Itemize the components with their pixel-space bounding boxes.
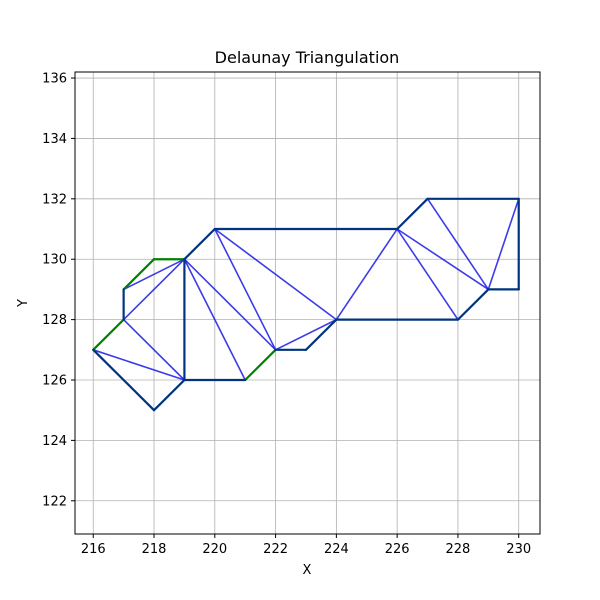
x-tick-label: 228 [446,542,471,557]
y-tick-label: 136 [42,72,67,87]
interior-edges-segment [183,258,246,381]
x-tick-label: 218 [142,542,167,557]
interior-edges-segment [183,258,277,351]
interior-edges-segment [214,228,338,321]
boundary-segment [92,348,156,412]
y-tick-label: 132 [42,192,67,207]
interior-edges-segment [396,228,490,291]
x-tick-label: 216 [81,542,106,557]
y-tick-label: 122 [42,494,67,509]
interior-edges-segment [426,198,490,291]
boundary-segment [152,378,186,412]
interior-edges-segment [122,258,186,321]
x-tick-label: 220 [202,542,227,557]
x-tick-label: 222 [263,542,288,557]
x-tick-label: 230 [506,542,531,557]
interior-edges-segment [122,258,186,291]
x-axis-label: X [303,563,312,578]
y-tick-label: 126 [42,374,67,389]
y-tick-label: 134 [42,132,67,147]
green-edges-segment [122,258,156,291]
axis-ticks: 216 218 220 222 224 226 228 230 122 124 126 128 130 1… [42,72,531,557]
boundary-segment [456,288,490,321]
x-tick-label: 226 [385,542,410,557]
triangulation-edges [92,197,520,412]
y-tick-label: 130 [42,253,67,268]
boundary-segment [183,227,216,261]
interior-edges-segment [274,318,338,351]
chart-title: Delaunay Triangulation [215,48,400,67]
boundary-segment [396,197,429,231]
interior-edges-segment [396,228,459,321]
y-axis-label: Y [16,299,31,308]
interior-edges-segment [92,349,186,381]
green-edges-segment [244,348,277,382]
interior-edges-segment [214,228,277,351]
grid-lines [75,72,540,534]
y-tick-label: 128 [42,313,67,328]
interior-edges-segment [122,318,186,381]
x-tick-label: 224 [324,542,349,557]
boundary-segment [304,318,338,351]
y-tick-label: 124 [42,434,67,449]
green-edges-segment [92,318,125,351]
plot-frame [74,71,541,535]
interior-edges-segment [335,228,398,321]
interior-edges-segment [487,198,520,291]
